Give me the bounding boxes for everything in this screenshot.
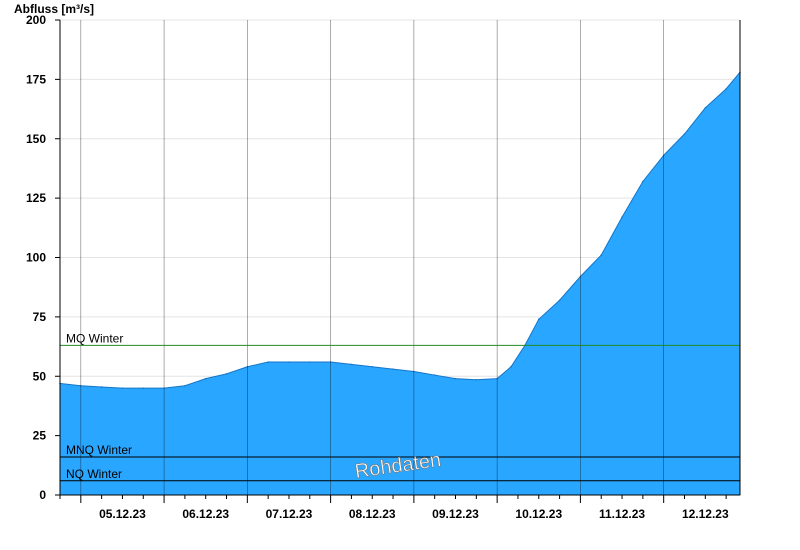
y-tick-label: 25 bbox=[33, 429, 47, 443]
day-separators bbox=[80, 20, 664, 495]
x-tick-label: 06.12.23 bbox=[182, 507, 229, 521]
reference-label: MQ Winter bbox=[66, 331, 123, 345]
data-point bbox=[537, 318, 540, 321]
y-tick-label: 125 bbox=[26, 191, 46, 205]
data-point bbox=[184, 384, 186, 387]
x-tick-label: 08.12.23 bbox=[349, 507, 396, 521]
x-tick-label: 05.12.23 bbox=[99, 507, 146, 521]
data-point bbox=[433, 374, 436, 376]
x-tick-label: 11.12.23 bbox=[599, 507, 645, 521]
data-point bbox=[142, 387, 145, 389]
data-point bbox=[309, 361, 311, 363]
y-ticks: 0 25 50 75 100 125 150 175 200 bbox=[26, 13, 60, 502]
x-tick-label: 07.12.23 bbox=[266, 507, 313, 521]
y-tick-label: 75 bbox=[33, 310, 47, 324]
y-tick-label: 50 bbox=[33, 369, 47, 383]
area-layer bbox=[59, 70, 741, 496]
data-point bbox=[642, 180, 644, 183]
data-point bbox=[392, 368, 394, 370]
discharge-area bbox=[59, 70, 741, 496]
data-point bbox=[600, 254, 603, 256]
y-tick-label: 200 bbox=[26, 13, 46, 27]
x-tick-label: 12.12.23 bbox=[682, 507, 729, 521]
y-tick-label: 100 bbox=[26, 251, 46, 265]
data-point bbox=[475, 379, 478, 381]
data-point bbox=[121, 387, 124, 389]
data-point bbox=[225, 373, 228, 375]
x-tick-label: 09.12.23 bbox=[432, 507, 479, 521]
y-tick-label: 150 bbox=[26, 132, 46, 146]
data-point bbox=[621, 216, 623, 218]
data-point bbox=[350, 363, 353, 366]
data-point bbox=[510, 365, 512, 368]
data-point bbox=[371, 365, 374, 368]
reference-lines: MQ Winter MNQ Winter NQ Winter bbox=[60, 331, 740, 482]
data-point bbox=[558, 299, 561, 302]
y-tick-label: 0 bbox=[39, 488, 46, 502]
data-point bbox=[288, 361, 290, 363]
data-point bbox=[704, 107, 707, 109]
data-point bbox=[454, 377, 457, 380]
reference-label: MNQ Winter bbox=[66, 443, 132, 457]
x-ticks: 05.12.23 06.12.23 07.12.23 08.12.23 09.12.23… bbox=[59, 495, 729, 521]
data-point bbox=[267, 361, 269, 363]
y-axis-label: Abfluss [m³/s] bbox=[14, 2, 94, 16]
data-point bbox=[683, 133, 686, 135]
data-point bbox=[100, 386, 103, 388]
x-tick-label: 10.12.23 bbox=[515, 507, 562, 521]
reference-label: NQ Winter bbox=[66, 467, 122, 481]
y-tick-label: 175 bbox=[26, 72, 46, 86]
data-point bbox=[725, 88, 727, 90]
data-point bbox=[204, 377, 207, 380]
